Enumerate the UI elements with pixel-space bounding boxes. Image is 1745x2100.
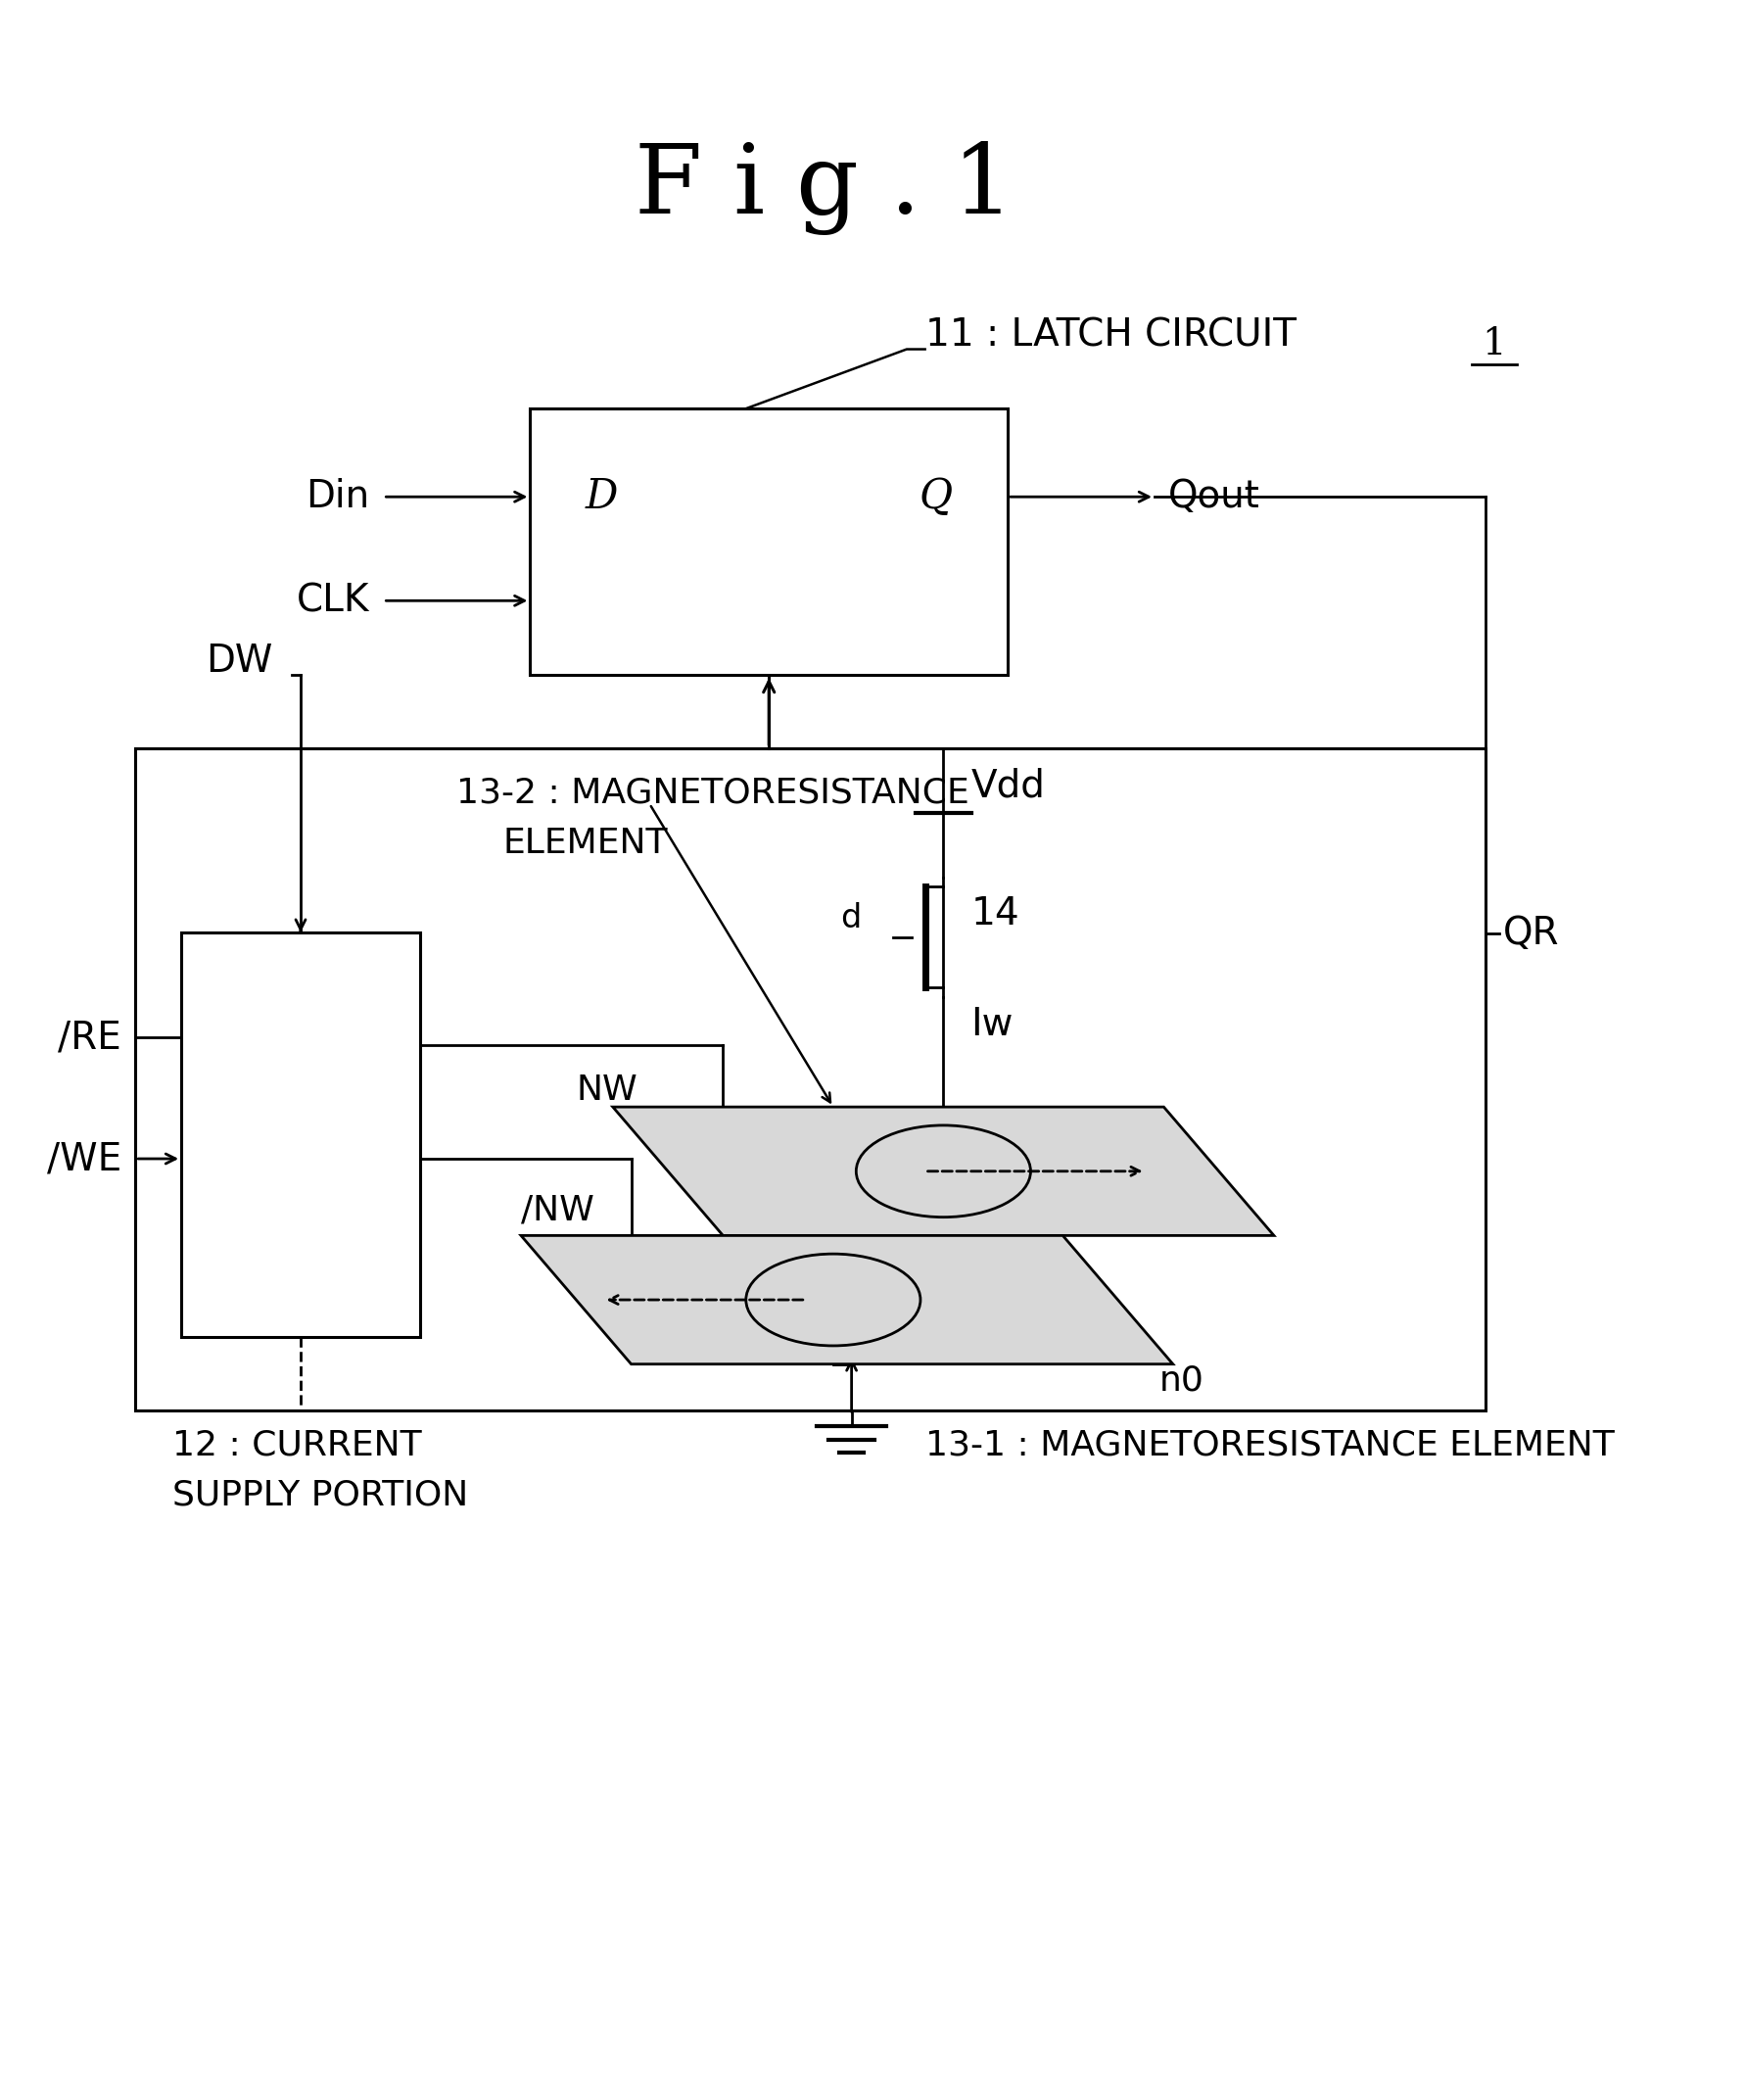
Text: /NW: /NW [522, 1193, 595, 1226]
Text: QR: QR [1504, 916, 1560, 953]
Text: 13-1 : MAGNETORESISTANCE ELEMENT: 13-1 : MAGNETORESISTANCE ELEMENT [925, 1428, 1614, 1462]
Text: d: d [839, 903, 860, 934]
Text: /WE: /WE [47, 1140, 122, 1178]
Bar [530, 410, 1007, 676]
Text: /RE: /RE [58, 1018, 122, 1056]
Text: DW: DW [206, 643, 272, 680]
Text: 11 : LATCH CIRCUIT: 11 : LATCH CIRCUIT [925, 317, 1297, 355]
Text: 14: 14 [970, 897, 1019, 932]
Text: F i g . 1: F i g . 1 [635, 141, 1016, 235]
Text: Vdd: Vdd [970, 766, 1045, 804]
Text: SUPPLY PORTION: SUPPLY PORTION [173, 1478, 468, 1512]
Polygon shape [612, 1107, 1274, 1235]
Polygon shape [522, 1235, 1173, 1365]
Text: CLK: CLK [297, 582, 370, 619]
Text: 12 : CURRENT: 12 : CURRENT [173, 1428, 421, 1462]
Text: Din: Din [305, 479, 370, 514]
Text: NW: NW [576, 1073, 637, 1107]
Text: Iw: Iw [970, 1006, 1014, 1044]
Text: n0: n0 [1159, 1365, 1204, 1397]
Bar [181, 932, 421, 1336]
Bar [136, 750, 1485, 1409]
Text: 1: 1 [1482, 326, 1506, 363]
Text: 13-2 : MAGNETORESISTANCE: 13-2 : MAGNETORESISTANCE [457, 777, 970, 811]
Text: ELEMENT: ELEMENT [503, 827, 668, 861]
Text: Q: Q [920, 477, 953, 517]
Text: Qout: Qout [1169, 479, 1260, 514]
Text: D: D [585, 477, 618, 517]
